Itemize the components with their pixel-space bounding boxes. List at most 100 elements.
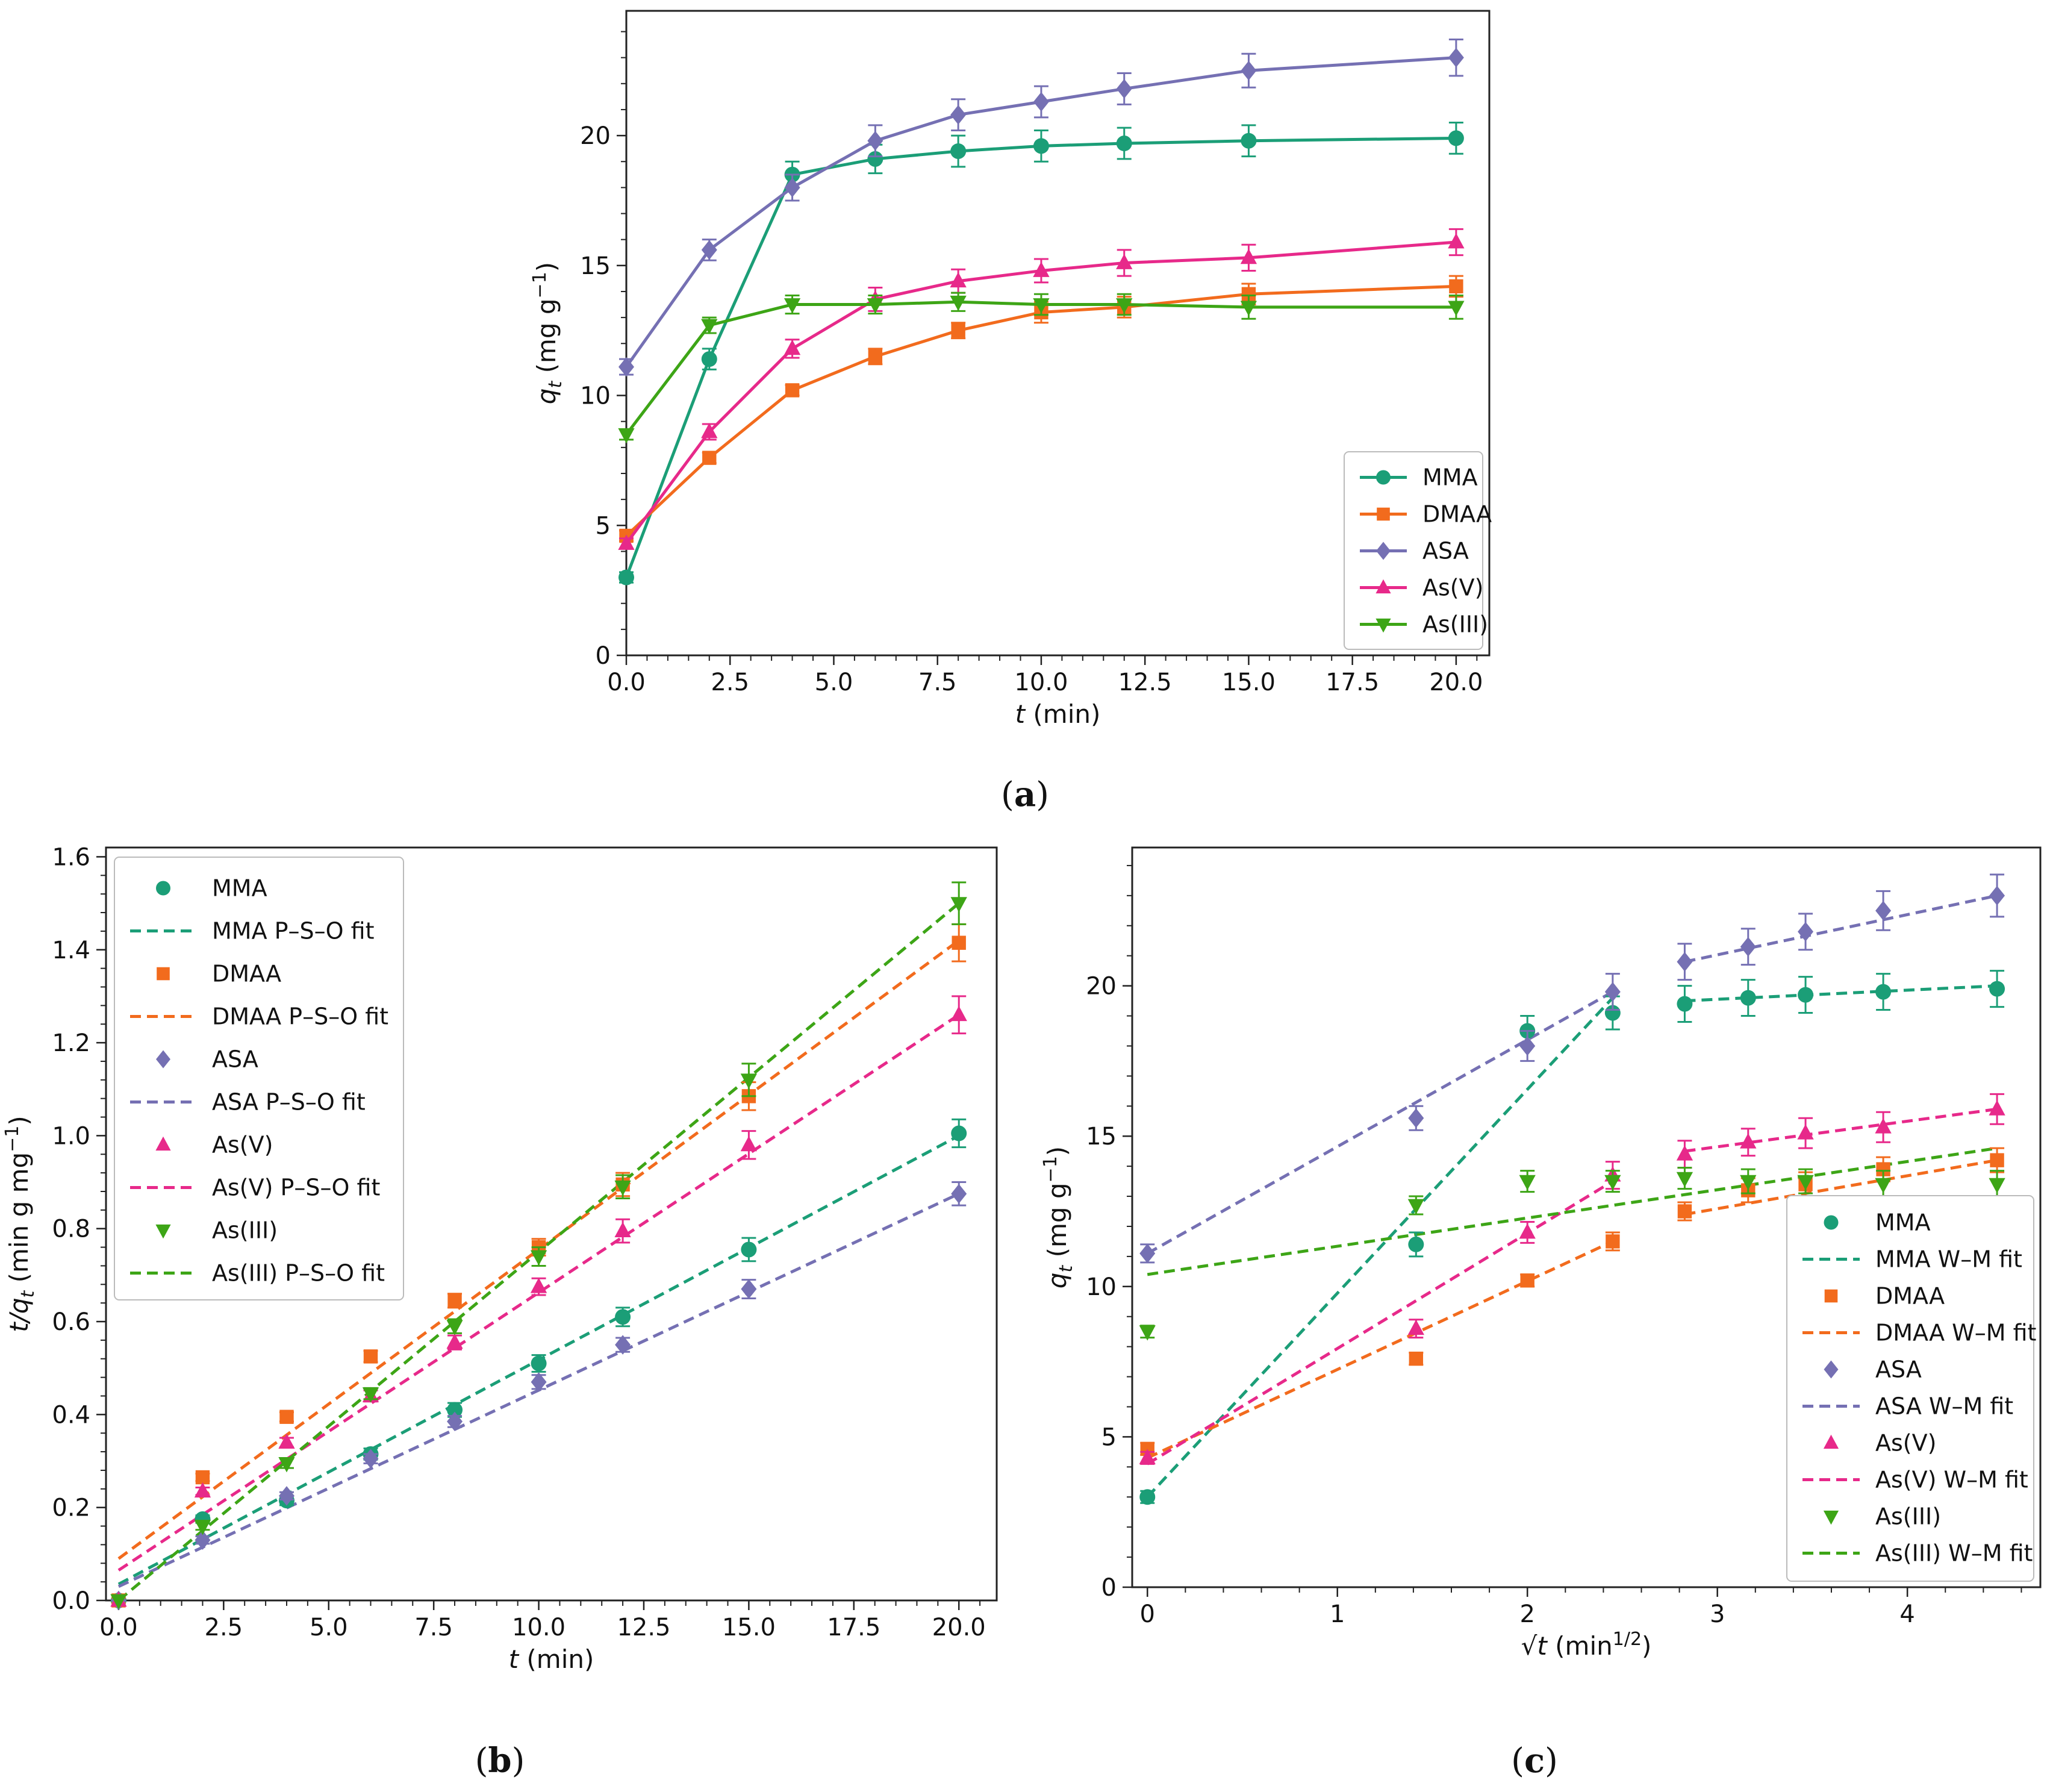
- panel-c-as-v-point: [1139, 1449, 1156, 1464]
- panel-a-legend-swatch-marker: [1375, 579, 1391, 594]
- panel-b-y-axis-close: ): [4, 1116, 34, 1125]
- panel-c-as-iii-point: [1407, 1199, 1424, 1214]
- panel-b-as-iii-point: [110, 1594, 127, 1609]
- panel-b-y-tick-label: 0.0: [52, 1587, 90, 1615]
- panel-a-mma-point: [867, 151, 883, 167]
- panel-c-legend-label-mma: MMA: [1875, 1210, 1931, 1236]
- panel-a-mma-point: [618, 569, 634, 585]
- panel-c-mma-point: [1139, 1489, 1156, 1505]
- panel-c-as-iii-point: [1989, 1178, 2005, 1194]
- panel-c-mma-fit-line: [1684, 984, 1998, 1003]
- panel-c-as-v-fit-line: [1684, 1107, 1998, 1153]
- panel-c-as-v-fit-line: [1146, 1179, 1614, 1466]
- panel-c-x-tick-label: 3: [1710, 1600, 1725, 1628]
- panel-b-as-v-point: [614, 1222, 631, 1237]
- panel-a-as-v-point: [950, 272, 967, 288]
- panel-a-dmaa-line: [625, 284, 1456, 537]
- panel-b-y-tick-label: 1.6: [52, 843, 90, 871]
- panel-c-as-iii-point: [1519, 1175, 1536, 1191]
- panel-c-legend-swatch-marker: [1824, 1360, 1839, 1379]
- panel-a-y-tick-label: 15: [580, 252, 611, 280]
- panel-c-y-axis-close: ): [1042, 1146, 1072, 1156]
- panel-a-x-tick-label: 10.0: [1014, 669, 1068, 696]
- panel-b-asa-point: [278, 1486, 294, 1506]
- panel-a-as-v-point: [1240, 248, 1257, 264]
- panel-a-x-tick-label: 15.0: [1222, 669, 1276, 696]
- panel-c-x-tick-label: 1: [1330, 1600, 1345, 1628]
- panel-c-mma-point: [1677, 996, 1693, 1012]
- panel-a-dmaa-point: [868, 349, 883, 364]
- panel-c-x-axis-close: ): [1642, 1631, 1651, 1661]
- panel-b-as-iii-point: [614, 1180, 631, 1196]
- panel-a-as-iii-point: [1033, 298, 1050, 314]
- panel-a-as-v-line: [625, 240, 1457, 545]
- panel-c-as-iii-point: [1875, 1178, 1892, 1194]
- panel-c-mma-point: [1798, 987, 1814, 1003]
- panel-b-asa-point: [615, 1335, 631, 1355]
- panel-b-dmaa-point: [279, 1410, 294, 1424]
- panel-c-series-as-iii: [1139, 1167, 2005, 1341]
- panel-b-as-iii-point: [446, 1320, 463, 1335]
- panel-c-legend-label-as-v: As(V): [1875, 1430, 1936, 1456]
- panel-c-legend-label-dmaa: DMAA: [1875, 1283, 1945, 1310]
- panel-b-asa-point: [531, 1372, 547, 1392]
- panel-b-dmaa-point: [952, 935, 966, 950]
- panel-a-as-iii-point: [618, 428, 635, 444]
- panel-a-y-axis-subscript: t: [545, 381, 566, 389]
- panel-c-dmaa-fit-line: [1147, 1240, 1613, 1460]
- panel-a-y-axis-superscript: −1: [529, 272, 550, 298]
- panel-a-legend-label-mma: MMA: [1422, 464, 1478, 491]
- panel-a-x-axis-variable: t: [1015, 699, 1026, 729]
- panel-c-y-tick-label: 15: [1086, 1123, 1117, 1150]
- panel-b-legend-label-dmaa: DMAA: [212, 961, 281, 987]
- panel-a-y-axis-unit: (mg g: [532, 298, 561, 381]
- panel-b-y-axis-superscript: −1: [2, 1126, 23, 1152]
- panel-a-mma-point: [1448, 130, 1464, 146]
- panel-b-legend-label-asa-p-s-o-fit: ASA P–S–O fit: [212, 1089, 366, 1116]
- panel-b-asa-point: [195, 1530, 211, 1550]
- panel-b-as-v-point: [278, 1433, 295, 1449]
- panel-c-as-v-point: [1407, 1319, 1424, 1335]
- panel-c-dmaa-point: [1990, 1153, 2004, 1167]
- panel-c-y-tick-label: 20: [1086, 973, 1117, 1001]
- panel-c-asa-point: [1798, 922, 1814, 942]
- panel-b-y-tick-label: 1.0: [52, 1122, 90, 1150]
- panel-c-x-tick-label: 2: [1519, 1600, 1534, 1628]
- panel-a-x-tick-label: 5.0: [815, 669, 853, 696]
- panel-a-series-asa: [618, 38, 1464, 377]
- panel-a-y-tick-label: 0: [596, 642, 611, 670]
- panel-a-dmaa-point: [785, 383, 800, 398]
- panel-a-asa-point: [784, 178, 800, 198]
- panel-c-x-tick-label: 0: [1140, 1600, 1155, 1628]
- panel-b-x-tick-label: 7.5: [414, 1614, 453, 1641]
- panel-c-as-v-point: [1797, 1124, 1814, 1140]
- panel-a-legend-label-as-iii: As(III): [1422, 611, 1488, 638]
- panel-c-asa-point: [1740, 937, 1756, 957]
- panel-b-legend-label-mma: MMA: [212, 875, 267, 902]
- panel-c-legend: MMA MMA W–M fit DMAA DMAA W–M fit ASA ASA W–M…: [1786, 1195, 2036, 1582]
- panel-c-as-iii-point: [1797, 1175, 1814, 1191]
- panel-c-as-v-point: [1519, 1223, 1536, 1239]
- panel-c-axes-frame: [1131, 846, 2042, 1588]
- panel-a-series-mma: [618, 122, 1464, 585]
- panel-c-asa-point: [1989, 885, 2005, 906]
- panel-b-y-tick-label: 0.6: [52, 1308, 90, 1336]
- panel-a-as-v-point: [701, 423, 718, 439]
- panel-c-dmaa-point: [1520, 1273, 1534, 1288]
- panel-b-mma-point: [531, 1355, 547, 1372]
- panel-a-as-v-point: [784, 339, 801, 355]
- panel-c-as-iii-point: [1604, 1175, 1621, 1191]
- panel-b-legend-swatch-marker: [156, 881, 170, 896]
- panel-a-x-tick-label: 0.0: [607, 669, 646, 696]
- panel-c-legend-swatch-marker: [1824, 1289, 1838, 1303]
- panel-c-asa-point: [1139, 1243, 1156, 1264]
- panel-b-mma-point: [951, 1125, 967, 1141]
- panel-b-as-iii-point: [740, 1073, 758, 1089]
- panel-a-mma-point: [1116, 136, 1132, 152]
- panel-a-as-iii-point: [701, 319, 718, 335]
- panel-c-as-v-point: [1989, 1100, 2005, 1116]
- panel-b-legend-swatch-marker: [155, 1136, 171, 1151]
- panel-a-as-iii-point: [1116, 298, 1133, 314]
- panel-b-legend-label-as-v-p-s-o-fit: As(V) P–S–O fit: [212, 1175, 380, 1201]
